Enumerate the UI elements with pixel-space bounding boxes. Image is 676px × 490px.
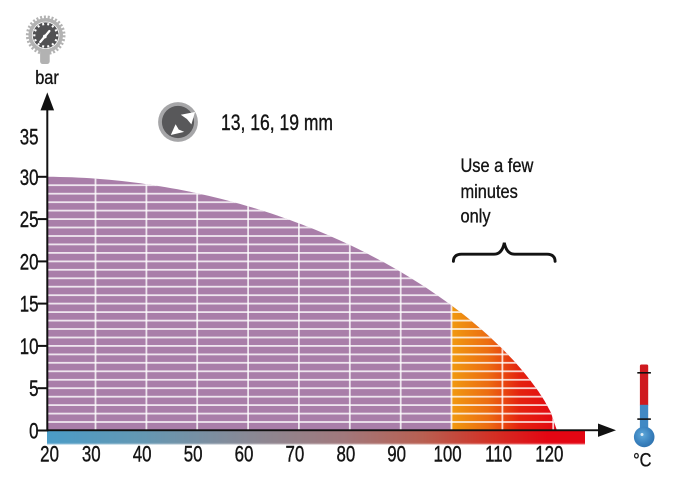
svg-text:80: 80 <box>336 442 355 467</box>
svg-text:70: 70 <box>286 442 305 467</box>
svg-text:10: 10 <box>20 335 39 360</box>
svg-text:90: 90 <box>387 442 406 467</box>
svg-text:0: 0 <box>29 419 38 444</box>
svg-text:25: 25 <box>20 208 39 233</box>
svg-text:30: 30 <box>20 166 39 191</box>
svg-text:5: 5 <box>29 377 38 402</box>
svg-text:bar: bar <box>35 67 59 89</box>
svg-text:13, 16, 19 mm: 13, 16, 19 mm <box>221 111 333 136</box>
svg-text:only: only <box>460 205 490 227</box>
svg-text:120: 120 <box>535 442 563 467</box>
svg-text:110: 110 <box>485 442 512 467</box>
svg-text:Use a few: Use a few <box>460 155 534 177</box>
svg-text:20: 20 <box>40 442 59 467</box>
svg-text:60: 60 <box>235 442 254 467</box>
svg-text:minutes: minutes <box>460 181 517 203</box>
svg-text:35: 35 <box>20 125 39 150</box>
svg-text:30: 30 <box>82 442 101 467</box>
svg-text:40: 40 <box>133 442 152 467</box>
svg-text:100: 100 <box>434 442 462 467</box>
svg-text:50: 50 <box>184 442 203 467</box>
svg-text:20: 20 <box>20 250 39 275</box>
svg-text:°C: °C <box>633 449 651 471</box>
svg-text:15: 15 <box>20 292 39 317</box>
